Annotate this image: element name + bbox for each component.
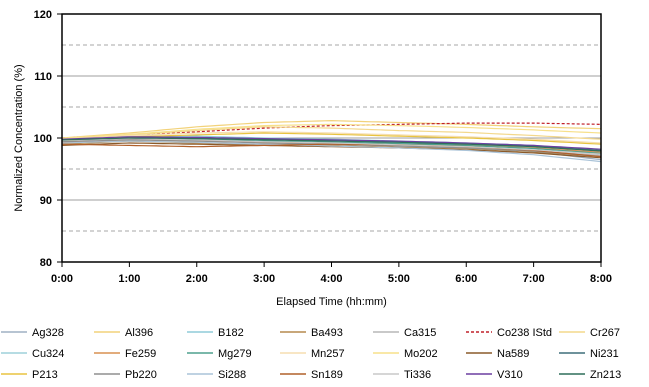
x-axis-title: Elapsed Time (hh:mm) (276, 296, 387, 308)
series-line-co238-istd (61, 122, 602, 139)
legend-label: Fe259 (125, 348, 156, 360)
series-line-cr267 (61, 126, 602, 140)
x-tick-label: 1:00 (118, 273, 140, 285)
x-tick-label: 6:00 (455, 273, 477, 285)
legend-label: Na589 (497, 348, 529, 360)
x-tick-label: 0:00 (51, 273, 73, 285)
series-line-si288 (61, 140, 602, 163)
legend-label: Ti336 (404, 369, 431, 381)
legend-label: Ba493 (311, 327, 343, 339)
x-tick-label: 5:00 (388, 273, 410, 285)
y-tick-label: 110 (34, 71, 52, 83)
series-line-al396 (61, 119, 602, 139)
y-tick-label: 80 (40, 257, 52, 269)
x-axis: 0:00 1:00 2:00 3:00 4:00 5:00 6:00 7:00 8:00 (51, 262, 612, 285)
series-line-v310 (61, 136, 602, 150)
legend-label: Ag328 (32, 327, 64, 339)
legend-label: B182 (218, 327, 244, 339)
y-tick-label: 100 (34, 133, 52, 145)
legend-label: V310 (497, 369, 523, 381)
x-tick-label: 8:00 (590, 273, 612, 285)
legend-label: Al396 (125, 327, 153, 339)
legend-label: Sn189 (311, 369, 343, 381)
series-layer (61, 119, 602, 163)
legend-label: Mn257 (311, 348, 345, 360)
x-tick-label: 4:00 (320, 273, 342, 285)
series-line-mo202 (61, 123, 602, 139)
y-tick-label: 120 (34, 9, 52, 21)
series-line-ti336 (61, 137, 602, 155)
legend-label: Ni231 (590, 348, 619, 360)
series-line-p213 (61, 132, 602, 145)
series-line-zn213 (61, 137, 602, 152)
legend-label: Co238 IStd (497, 327, 552, 339)
y-axis-title: Normalized Concentration (%) (13, 64, 25, 211)
legend-label: Pb220 (125, 369, 157, 381)
y-axis: 80 90 100 110 120 (34, 9, 62, 269)
legend-label: Mo202 (404, 348, 438, 360)
legend-label: Cr267 (590, 327, 620, 339)
series-line-mn257 (61, 131, 602, 144)
x-tick-label: 3:00 (253, 273, 275, 285)
legend-label: Ca315 (404, 327, 436, 339)
y-tick-label: 90 (40, 195, 52, 207)
legend-label: Mg279 (218, 348, 252, 360)
legend-label: Si288 (218, 369, 246, 381)
x-tick-label: 2:00 (186, 273, 208, 285)
legend-label: Cu324 (32, 348, 64, 360)
legend-label: Zn213 (590, 369, 621, 381)
legend: Ag328 Al396 B182 Ba493 Ca315 Co238 IStd Cr267 C… (1, 327, 621, 381)
legend-label: P213 (32, 369, 58, 381)
x-tick-label: 7:00 (523, 273, 545, 285)
